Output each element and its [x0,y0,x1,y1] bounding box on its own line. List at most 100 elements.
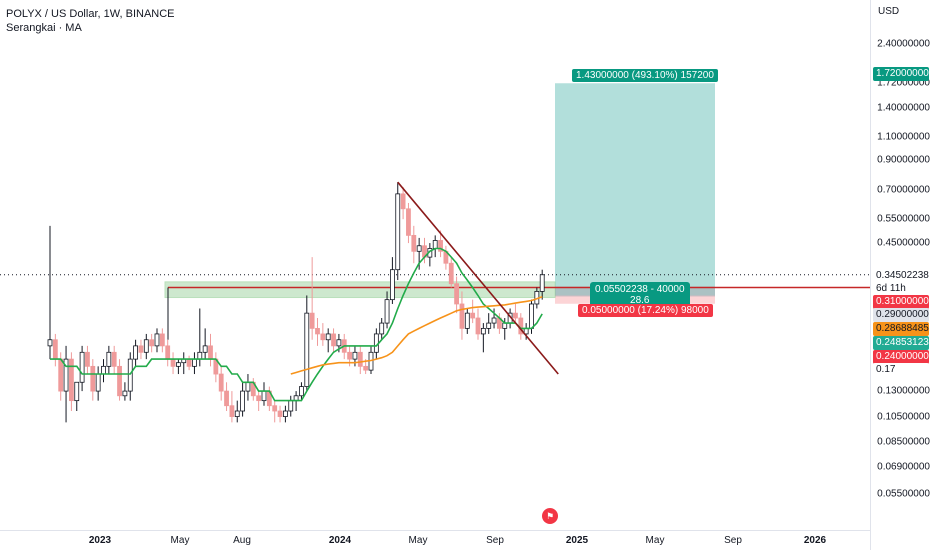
flag-icon[interactable]: ⚑ [542,508,558,524]
candle[interactable] [175,362,181,367]
time-axis[interactable]: 2023 May Aug 2024 May Sep 2025 May Sep 2026 [0,530,870,551]
candle[interactable] [464,312,470,329]
candle[interactable] [406,208,411,236]
candle[interactable] [240,390,246,412]
candle[interactable] [304,312,310,388]
candle[interactable] [299,386,304,397]
candle[interactable] [224,390,229,407]
candle[interactable] [470,312,476,319]
target-label: 1.43000000 (493.10%) 157200 [572,69,718,83]
price-tick: 0.13000000 [877,385,930,397]
candle[interactable] [111,351,117,367]
candle[interactable] [245,381,251,392]
candle[interactable] [154,333,160,347]
candle[interactable] [159,333,165,347]
candle[interactable] [480,327,486,335]
candle[interactable] [513,312,518,319]
candle[interactable] [491,317,497,324]
candle[interactable] [117,365,122,397]
candle[interactable] [315,327,320,335]
candle[interactable] [47,339,53,347]
candle[interactable] [208,345,213,360]
candle[interactable] [486,322,492,329]
candle[interactable] [186,358,192,367]
profit-zone[interactable] [555,83,715,296]
candle[interactable] [85,351,90,367]
candle[interactable] [309,312,315,329]
time-tick: May [170,535,190,546]
candle[interactable] [149,339,155,347]
candle[interactable] [95,373,101,392]
currency-label[interactable]: USD [878,6,900,17]
candle[interactable] [384,299,390,324]
candle[interactable] [331,333,336,347]
candle[interactable] [90,365,96,392]
candle[interactable] [197,351,203,360]
chart-canvas[interactable] [0,0,870,530]
price-tick: 0.05500000 [877,488,930,500]
position-center-line2: 28.6 [630,294,650,306]
candle[interactable] [432,240,438,249]
price-tick: 0.45000000 [877,237,930,249]
candle[interactable] [320,333,326,341]
candle[interactable] [282,410,288,417]
candle[interactable] [79,351,85,383]
candle[interactable] [336,339,342,347]
candle[interactable] [138,345,144,353]
price-tag: 0.17 [873,363,929,377]
candle[interactable] [277,410,283,417]
candle[interactable] [133,345,139,360]
price-tag: 1.72000000 [873,67,929,81]
candle[interactable] [63,358,69,392]
candle[interactable] [325,333,331,341]
candle[interactable] [234,410,240,417]
candle[interactable] [143,339,149,353]
candle[interactable] [411,234,417,252]
candle[interactable] [69,358,74,402]
candle[interactable] [395,193,401,271]
candle[interactable] [165,345,171,360]
candle[interactable] [122,390,128,397]
chart-area[interactable]: POLYX / US Dollar, 1W, BINANCE Serangkai… [0,0,870,530]
candle[interactable] [529,303,534,329]
candle[interactable] [347,351,353,360]
candle[interactable] [389,269,395,301]
candle[interactable] [400,193,406,210]
candle[interactable] [448,262,454,285]
candle[interactable] [101,365,106,375]
candle[interactable] [256,395,262,402]
candle[interactable] [272,405,278,412]
candle[interactable] [58,358,64,392]
candle[interactable] [192,358,197,367]
price-tag: 0.29000000 [873,308,929,322]
candle[interactable] [363,365,369,371]
candle[interactable] [357,351,363,367]
candle[interactable] [416,245,422,252]
candle[interactable] [74,381,80,402]
candle[interactable] [106,351,112,367]
support-zone[interactable] [164,281,556,299]
candle[interactable] [475,317,481,335]
candle[interactable] [229,405,235,417]
candle[interactable] [539,274,545,292]
candle[interactable] [218,373,224,392]
price-tick: 1.10000000 [877,131,930,143]
candle[interactable] [352,351,358,360]
time-tick: Sep [724,535,742,546]
price-tick: 1.72000000 [877,77,930,89]
candle[interactable] [170,358,176,367]
candle[interactable] [379,322,385,335]
candle[interactable] [454,283,460,305]
time-tick: 2023 [88,535,112,546]
candle[interactable] [261,390,267,402]
candle[interactable] [127,358,133,392]
trendline[interactable] [397,181,559,375]
candle[interactable] [459,303,465,329]
candle[interactable] [438,240,443,252]
candle[interactable] [202,345,208,353]
price-tag: 0.34502238 [873,269,929,283]
price-tag: 0.28688485 [873,322,929,336]
candle[interactable] [52,339,58,360]
price-tag: 0.24000000 [873,350,929,364]
candle[interactable] [288,400,294,412]
